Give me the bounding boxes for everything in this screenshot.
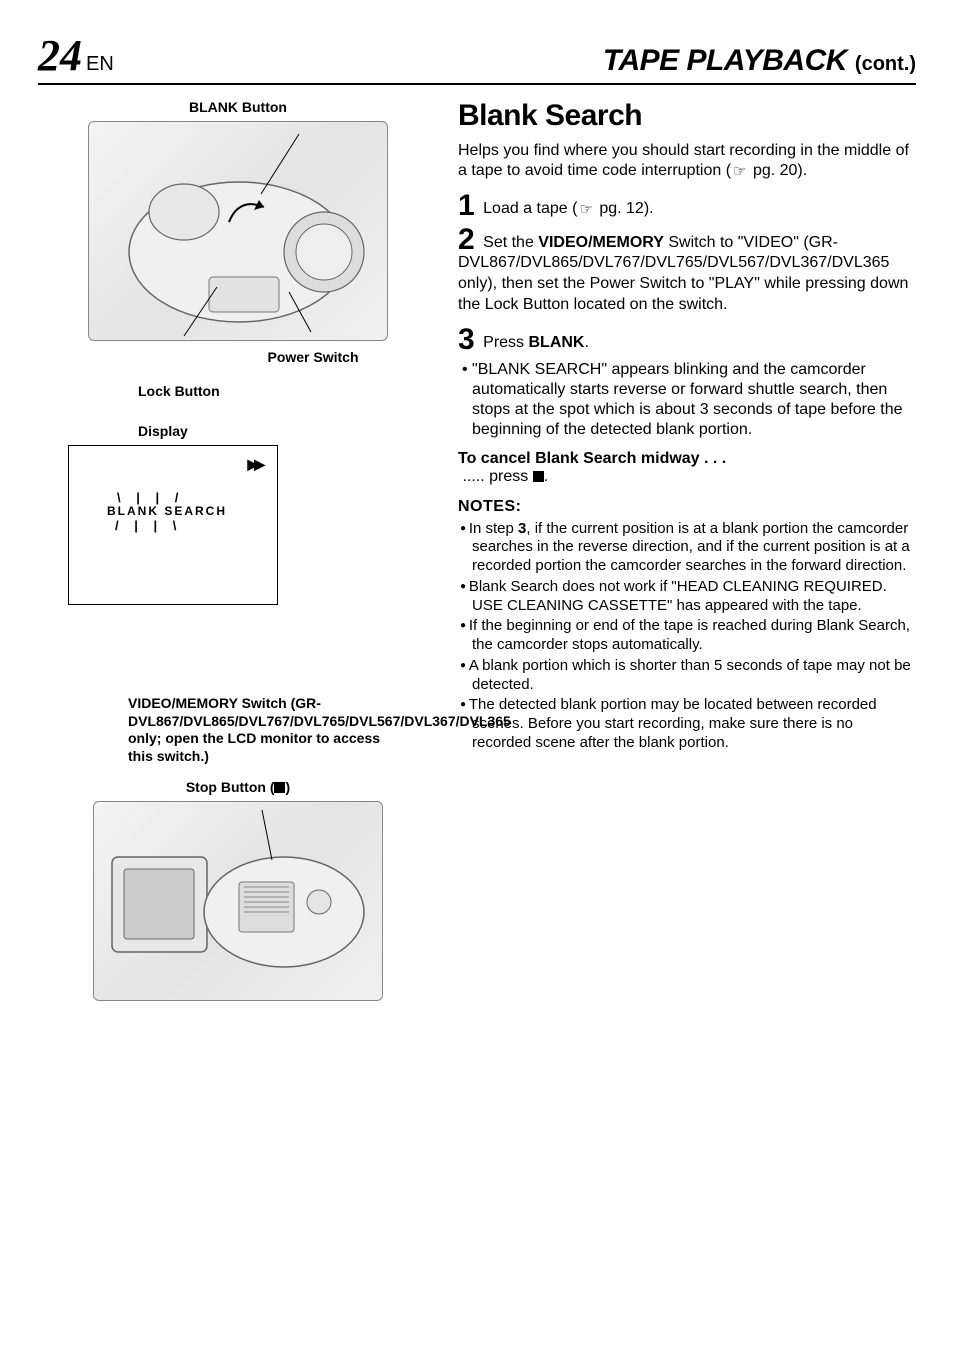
note-item: In step 3, if the current position is at…	[458, 520, 916, 576]
step-3-bullet: "BLANK SEARCH" appears blinking and the …	[472, 361, 903, 438]
note-1: Blank Search does not work if "HEAD CLEA…	[469, 578, 887, 614]
step-2-number: 2	[458, 223, 475, 256]
feature-title: Blank Search	[458, 99, 916, 133]
power-switch-label: Power Switch	[188, 349, 438, 365]
cancel-b: .	[544, 468, 548, 485]
step-2a: Set the	[483, 234, 538, 251]
page-header: 24EN TAPE PLAYBACK (cont.)	[38, 30, 916, 85]
right-column: Blank Search Helps you find where you sh…	[458, 99, 916, 1009]
hand-pointer-icon: ☞	[579, 200, 592, 220]
section-main: TAPE PLAYBACK	[603, 44, 847, 78]
note-0-post: , if the current position is at a blank …	[472, 520, 910, 575]
step-2: 2 Set the VIDEO/MEMORY Switch to "VIDEO"…	[458, 226, 916, 316]
step-3b: BLANK	[528, 334, 584, 351]
step-2b: VIDEO/MEMORY	[538, 234, 664, 251]
note-0-pre: In step	[469, 520, 518, 537]
stop-icon	[274, 782, 285, 793]
note-2: If the beginning or end of the tape is r…	[469, 617, 910, 653]
step-3-number: 3	[458, 323, 475, 356]
display-ff-icon: ▶▶	[247, 456, 261, 473]
left-column: BLANK Button Power Switch Lock Button Di…	[38, 99, 438, 1009]
intro-b: pg. 20).	[749, 162, 808, 179]
content-columns: BLANK Button Power Switch Lock Button Di…	[38, 99, 916, 1009]
step-3-detail: • "BLANK SEARCH" appears blinking and th…	[458, 360, 916, 440]
section-cont: (cont.)	[855, 53, 916, 76]
step-1: 1 Load a tape (☞ pg. 12).	[458, 192, 916, 220]
stop-icon	[533, 471, 544, 482]
stop-button-label-close: )	[285, 779, 290, 795]
cancel-a: ..... press	[462, 468, 532, 485]
stop-button-label-text: Stop Button (	[186, 779, 275, 795]
intro-a: Helps you find where you should start re…	[458, 142, 909, 179]
step-1a: Load a tape (	[483, 200, 577, 217]
display-label: Display	[138, 423, 438, 439]
step-1b: pg. 12).	[595, 200, 654, 217]
cancel-heading: To cancel Blank Search midway . . .	[458, 450, 916, 468]
intro-text: Helps you find where you should start re…	[458, 141, 916, 182]
note-4: The detected blank portion may be locate…	[469, 696, 877, 751]
note-item: The detected blank portion may be locate…	[458, 696, 916, 752]
lock-button-label: Lock Button	[138, 383, 438, 399]
page-lang: EN	[86, 53, 114, 75]
step-3: 3 Press BLANK.	[458, 326, 916, 354]
notes-list: In step 3, if the current position is at…	[458, 520, 916, 753]
display-blank-search-text: BLANK SEARCH	[107, 504, 227, 518]
section-title: TAPE PLAYBACK (cont.)	[603, 44, 916, 78]
camcorder-illustration-icon	[89, 122, 389, 342]
stop-button-label: Stop Button ()	[38, 779, 438, 795]
page-number: 24EN	[38, 30, 114, 81]
note-item: Blank Search does not work if "HEAD CLEA…	[458, 578, 916, 616]
step-1-number: 1	[458, 189, 475, 222]
page-number-value: 24	[38, 31, 82, 80]
camcorder-diagram-top	[88, 121, 388, 341]
camcorder-open-illustration-icon	[94, 802, 384, 1002]
blink-marks-bottom: / | | \	[115, 518, 182, 533]
step-3a: Press	[483, 334, 528, 351]
step-3c: .	[584, 334, 588, 351]
notes-heading: NOTES:	[458, 498, 916, 516]
camcorder-diagram-bottom	[93, 801, 383, 1001]
cancel-body: ..... press .	[458, 468, 916, 486]
note-3: A blank portion which is shorter than 5 …	[469, 657, 911, 693]
video-memory-switch-note: VIDEO/MEMORY Switch (GR-DVL867/DVL865/DV…	[38, 695, 438, 765]
note-item: If the beginning or end of the tape is r…	[458, 617, 916, 655]
display-screen: ▶▶ \ | | / BLANK SEARCH / | | \	[68, 445, 278, 605]
hand-pointer-icon: ☞	[733, 163, 746, 182]
blink-marks-top: \ | | /	[117, 490, 184, 505]
blank-button-label: BLANK Button	[38, 99, 438, 115]
note-item: A blank portion which is shorter than 5 …	[458, 657, 916, 695]
